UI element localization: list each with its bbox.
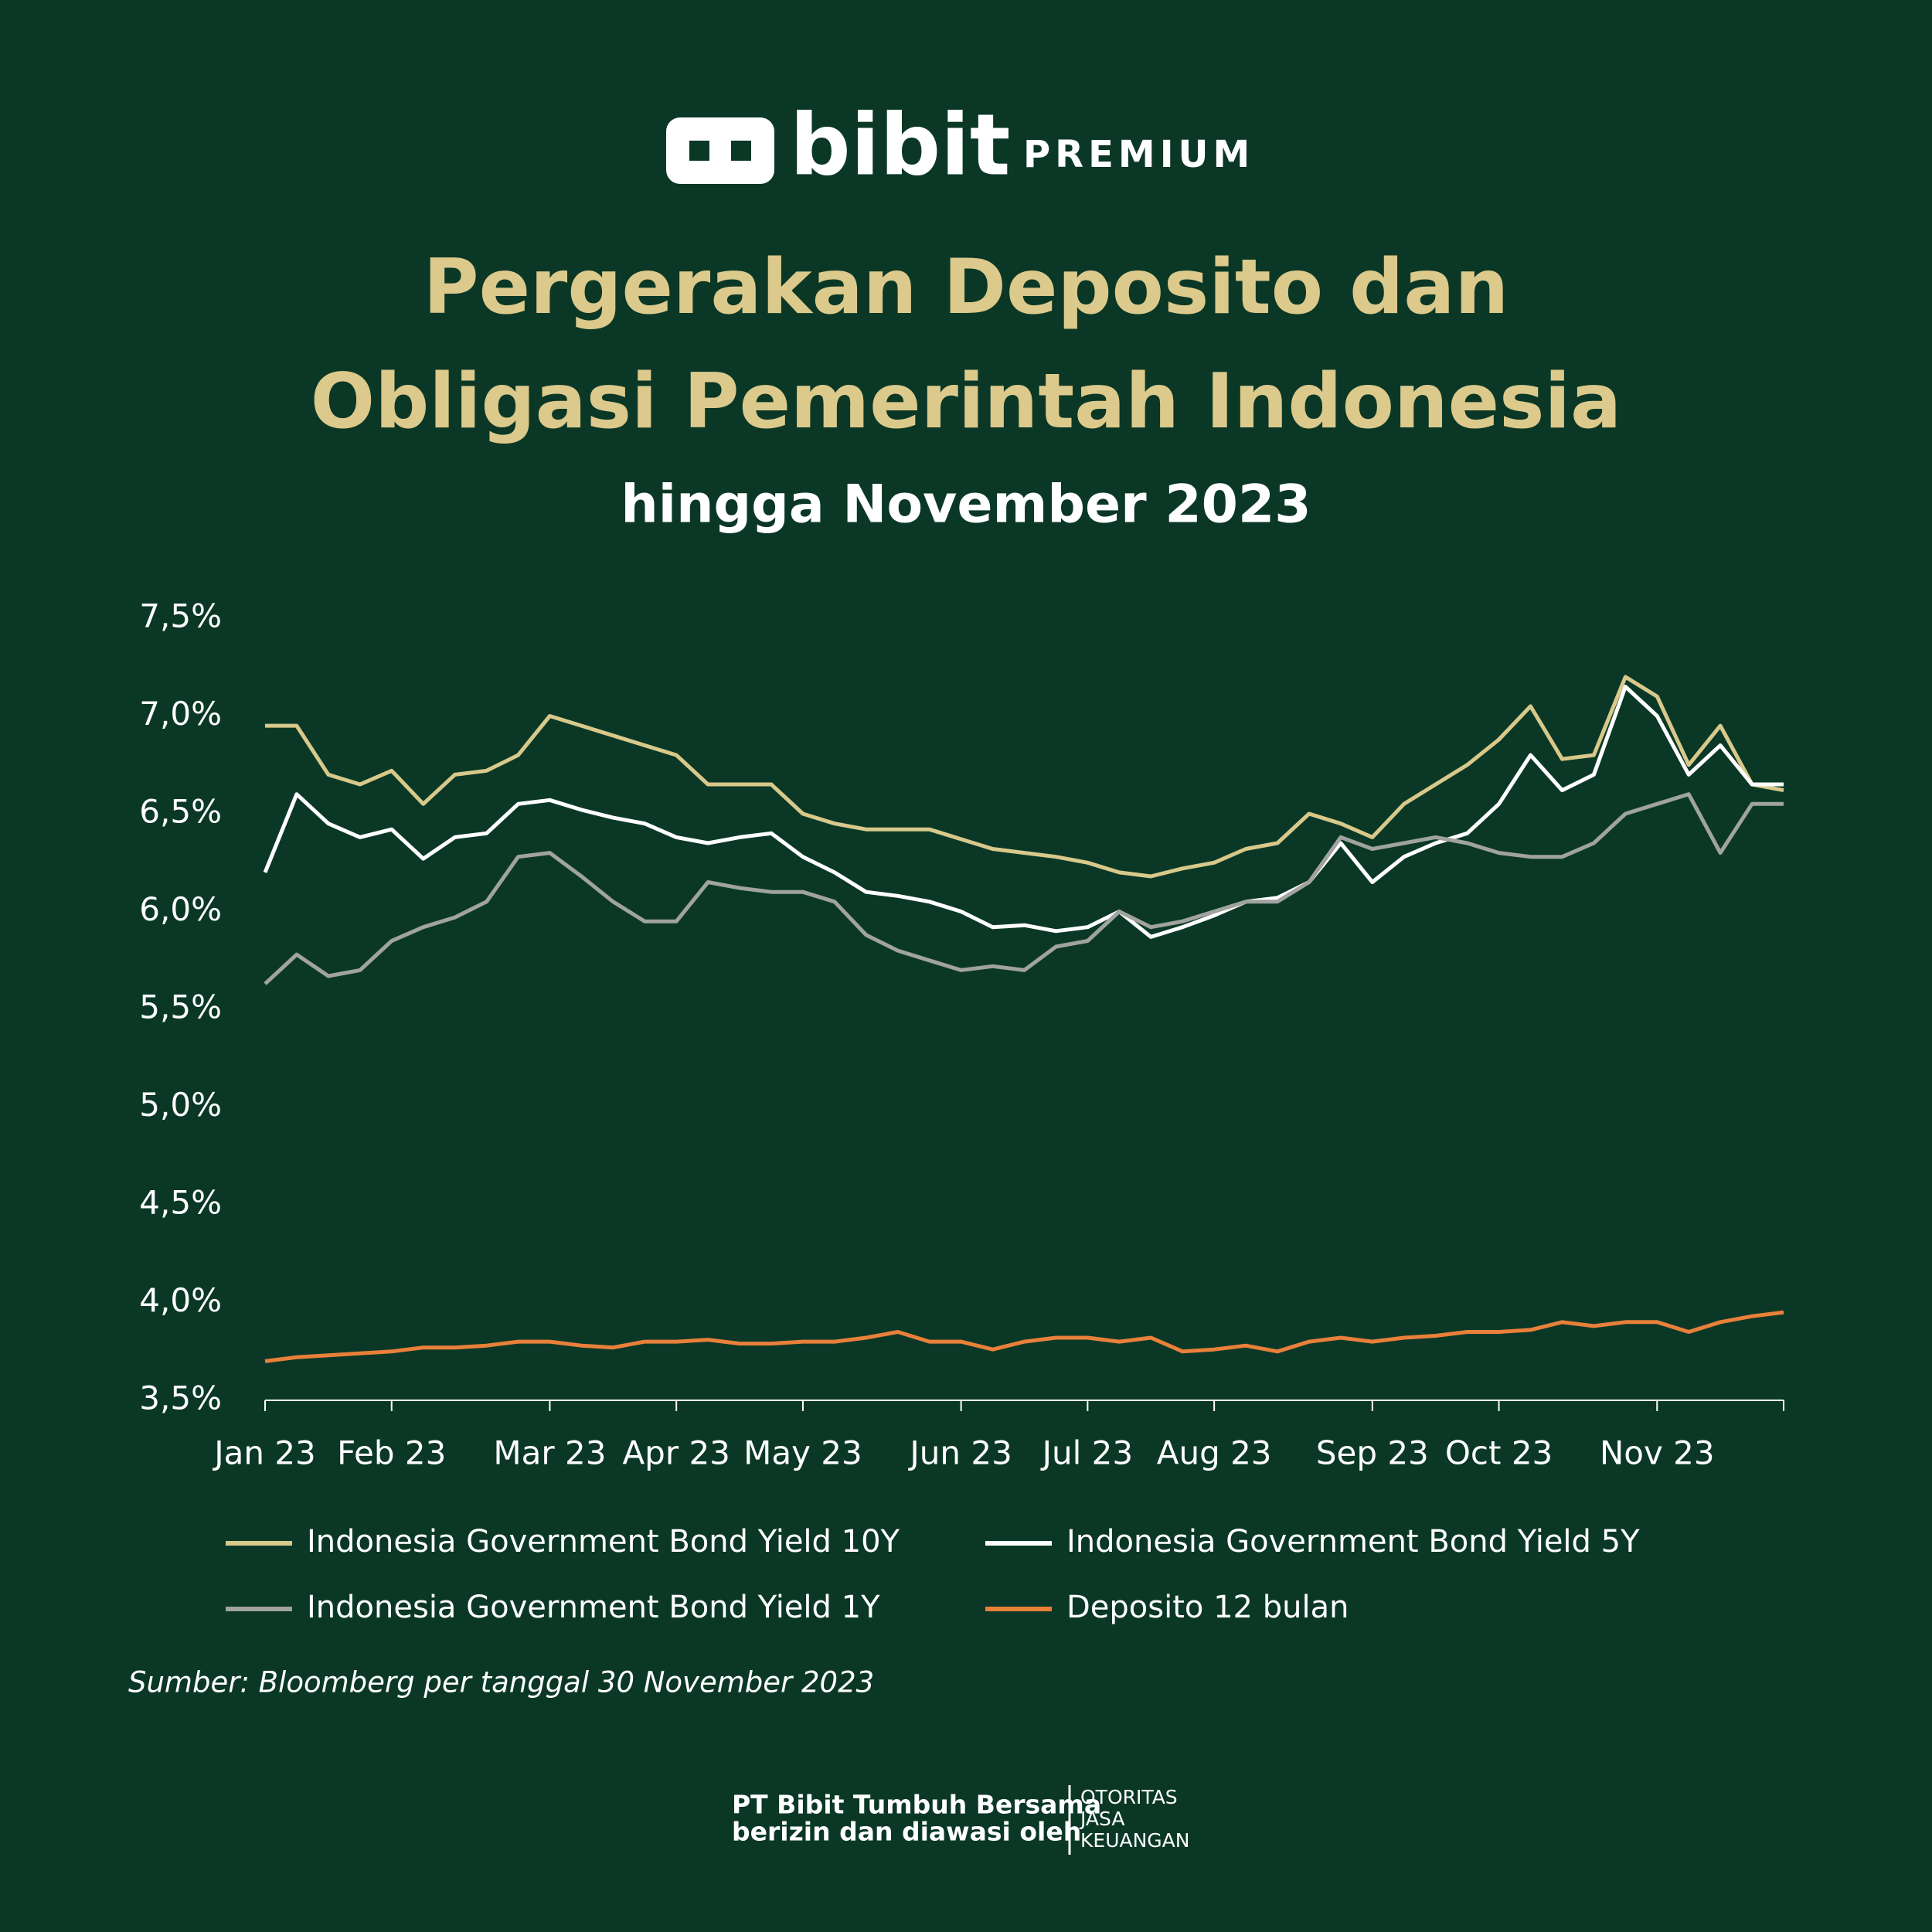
y-tick-label: 5,0% xyxy=(139,1086,222,1124)
legend-label: Indonesia Government Bond Yield 10Y xyxy=(307,1524,900,1560)
x-tick-label: Aug 23 xyxy=(1157,1434,1272,1472)
plot: 3,5% 4,0% 4,5% 5,0% 5,5% 6,0% 6,5% 7,0% 7,5% Jan … xyxy=(139,597,1784,1625)
footer-note: berizin dan diawasi oleh xyxy=(732,1817,1081,1847)
y-tick-label: 4,0% xyxy=(139,1281,222,1319)
x-tick-label: Oct 23 xyxy=(1445,1434,1553,1472)
chart-title: Obligasi Pemerintah Indonesia xyxy=(311,358,1621,446)
x-tick-label: Feb 23 xyxy=(337,1434,446,1472)
series-line xyxy=(265,675,1784,879)
legend-label: Indonesia Government Bond Yield 1Y xyxy=(307,1590,880,1625)
brand-tier: PREMIUM xyxy=(1023,133,1254,176)
y-tick-label: 5,5% xyxy=(139,988,222,1026)
y-tick-label: 4,5% xyxy=(139,1184,222,1222)
footer-company: PT Bibit Tumbuh Bersama xyxy=(732,1790,1101,1820)
logo-eye xyxy=(689,141,709,161)
series-line xyxy=(263,685,1784,939)
x-tick-label: Nov 23 xyxy=(1600,1434,1715,1472)
series-line xyxy=(264,792,1784,985)
series-line xyxy=(264,1310,1784,1363)
legend-label: Deposito 12 bulan xyxy=(1066,1590,1349,1625)
footer-regulator: JASA xyxy=(1079,1808,1124,1830)
logo-icon xyxy=(666,117,774,184)
y-tick-label: 7,0% xyxy=(139,695,222,733)
y-tick-label: 6,0% xyxy=(139,890,222,928)
chart-subtitle: hingga November 2023 xyxy=(621,474,1311,536)
x-tick-label: Jul 23 xyxy=(1040,1434,1133,1472)
y-tick-label: 6,5% xyxy=(139,793,222,831)
logo-eye xyxy=(731,141,751,161)
footer-regulator: KEUANGAN xyxy=(1080,1829,1189,1852)
source: Sumber: Bloomberg per tanggal 30 Novembe… xyxy=(128,1666,874,1699)
x-tick-label: Jun 23 xyxy=(907,1434,1012,1472)
x-tick-label: May 23 xyxy=(743,1434,862,1472)
x-tick-label: Sep 23 xyxy=(1316,1434,1429,1472)
x-tick-label: Jan 23 xyxy=(212,1434,316,1472)
legend-label: Indonesia Government Bond Yield 5Y xyxy=(1066,1524,1640,1560)
brand-name: bibit xyxy=(790,95,1010,194)
y-tick-label: 7,5% xyxy=(139,597,222,635)
y-tick-label: 3,5% xyxy=(139,1379,222,1417)
x-tick-label: Mar 23 xyxy=(493,1434,606,1472)
logo: bibit PREMIUM xyxy=(666,95,1254,194)
footer-regulator: OTORITAS xyxy=(1080,1786,1178,1808)
x-tick-label: Apr 23 xyxy=(622,1434,730,1472)
chart-title: Pergerakan Deposito dan xyxy=(423,243,1509,332)
